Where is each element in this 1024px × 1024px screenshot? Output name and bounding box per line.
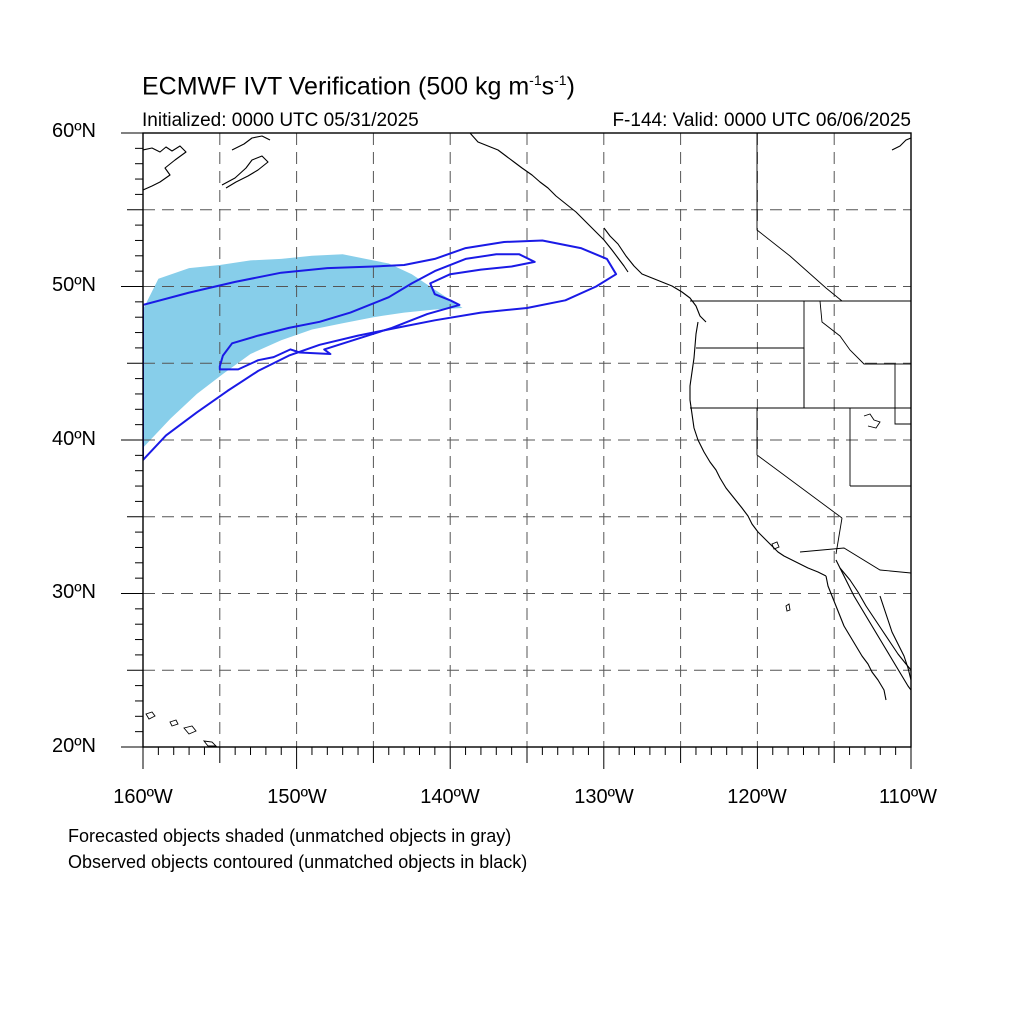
bc-ab-border [756, 133, 843, 302]
guadalupe-island [771, 541, 780, 550]
hawaii-island-4 [202, 740, 218, 747]
title-main: ECMWF IVT Verification (500 kg m [142, 72, 530, 101]
az-ca-border [835, 517, 843, 555]
observed-object-inner-contour [218, 253, 536, 371]
hawaii-island-1 [145, 711, 156, 720]
lat-label-40n: 40ºN [52, 428, 96, 450]
forecast-object-shaded [143, 254, 463, 448]
lon-label-140w: 140ºW [420, 786, 480, 808]
lat-label-50n: 50ºN [52, 274, 96, 296]
us-mexico-border [799, 547, 911, 574]
caption-forecast-note: Forecasted objects shaded (unmatched obj… [68, 826, 512, 846]
coastlines-layer [143, 133, 911, 747]
lat-label-30n: 30ºN [52, 581, 96, 603]
ca-nv-border [756, 408, 843, 519]
gridlines [143, 133, 911, 747]
caption-observed-note: Observed objects contoured (unmatched ob… [68, 852, 528, 872]
valid-time-label: F-144: Valid: 0000 UTC 06/06/2025 [612, 110, 911, 131]
lat-label-60n: 60ºN [52, 120, 96, 142]
bc-coast [603, 227, 707, 323]
channel-island [785, 603, 791, 612]
alaska-peninsula [221, 155, 269, 189]
alaska-gulf-coast [469, 133, 629, 273]
observed-object-outer-contour [143, 239, 618, 461]
plot-frame [142, 132, 912, 748]
mexico-southern-coast [839, 567, 911, 671]
lon-label-110w: 110ºW [878, 786, 938, 808]
baja-peninsula [825, 575, 887, 701]
hudson-coast-ne [891, 137, 911, 151]
title-exp2: -1 [554, 72, 567, 88]
lon-label-120w: 120ºW [727, 786, 787, 808]
observed-object-layer [143, 239, 618, 461]
forecast-object-layer [143, 254, 463, 448]
hawaii-island-3 [183, 725, 197, 735]
title-end: ) [566, 72, 575, 101]
lat-label-20n: 20ºN [52, 735, 96, 757]
title-exp1: -1 [529, 72, 542, 88]
great-salt-lake [863, 413, 881, 429]
alaska-coast-north [231, 135, 271, 151]
map-title: ECMWF IVT Verification (500 kg m-1s-1) [142, 72, 575, 101]
mt-id-border [819, 300, 895, 365]
us-west-coast [689, 321, 827, 577]
init-time-label: Initialized: 0000 UTC 05/31/2025 [142, 110, 419, 131]
wy-border-vert [894, 364, 911, 425]
baja-gulf-side [835, 559, 911, 691]
alaska-coast-west [143, 145, 187, 191]
axis-ticks [121, 132, 912, 769]
lon-label-160w: 160ºW [113, 786, 173, 808]
title-mid: s [541, 72, 555, 101]
lon-label-130w: 130ºW [574, 786, 634, 808]
hawaii-island-2 [169, 719, 179, 727]
lon-label-150w: 150ºW [267, 786, 327, 808]
